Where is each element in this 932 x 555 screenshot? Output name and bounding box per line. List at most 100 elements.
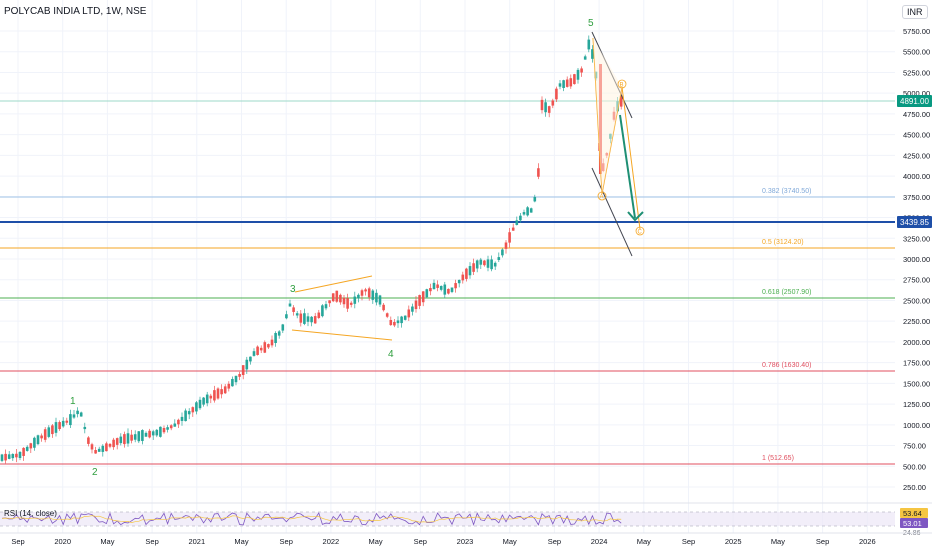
candle-body: [411, 306, 414, 312]
candle-body: [216, 388, 220, 399]
candle-body: [547, 106, 551, 113]
candle-body: [173, 423, 177, 427]
time-tick-label: 2026: [859, 537, 876, 546]
candle-body: [213, 390, 216, 401]
currency-button[interactable]: INR: [902, 5, 928, 19]
candle-body: [335, 290, 339, 302]
candle-body: [54, 422, 58, 433]
triangle-upper-line[interactable]: [294, 275, 373, 293]
candle-body: [508, 232, 511, 243]
candle-body: [580, 68, 583, 73]
abc-marker-b: [617, 79, 627, 89]
chart-drawings[interactable]: 1 2 3 4 5 A B C: [70, 18, 645, 478]
candle-body: [576, 69, 580, 80]
price-tick-label: 1000.00: [903, 421, 930, 430]
candle-body: [378, 295, 382, 305]
abc-label-b: B: [620, 83, 624, 89]
candle-body: [123, 434, 126, 445]
candle-body: [382, 304, 385, 311]
candle-body: [90, 444, 94, 450]
candle-body: [526, 207, 529, 216]
price-tick-label: 750.00: [903, 442, 926, 451]
time-axis[interactable]: Sep 2020 May Sep 2021 May Sep 2022 May Sep 2023 May…: [11, 537, 875, 546]
rsi-badges: 53.64 53.01 24.86: [900, 508, 928, 537]
candle-body: [285, 314, 288, 319]
price-tick-label: 1750.00: [903, 359, 930, 368]
channel-lower-line[interactable]: [591, 167, 633, 257]
candle-body: [306, 316, 310, 322]
candle-body: [555, 88, 558, 100]
price-tick-label: 3750.00: [903, 193, 930, 202]
price-tick-label: 5750.00: [903, 27, 930, 36]
rsi-pane[interactable]: [0, 502, 932, 527]
candle-body: [439, 285, 443, 290]
candle-body: [619, 95, 623, 107]
triangle-lower-line[interactable]: [291, 329, 393, 341]
rsi-indicator-label[interactable]: RSI (14, close): [4, 509, 57, 518]
candle-body: [501, 249, 504, 256]
candle-body: [565, 79, 569, 87]
price-tick-label: 1500.00: [903, 379, 930, 388]
abc-label-a: A: [600, 195, 604, 201]
rsi-lower-value: 53.01: [903, 519, 922, 528]
candle-body: [357, 294, 360, 299]
candle-body: [245, 359, 249, 370]
candle-body: [263, 342, 267, 353]
candle-body: [342, 297, 346, 305]
candle-body: [497, 257, 501, 260]
candle-body: [591, 49, 594, 59]
wave-label-4: 4: [388, 349, 394, 360]
price-tick-label: 2000.00: [903, 338, 930, 347]
candle-body: [396, 320, 400, 324]
projection-arrow[interactable]: [619, 114, 636, 219]
candle-body: [184, 410, 187, 422]
candle-body: [522, 212, 526, 215]
candle-body: [551, 100, 555, 106]
candle-body: [465, 268, 468, 279]
candle-body: [436, 284, 439, 288]
candle-body: [317, 312, 321, 318]
price-tick-label: 5000.00: [903, 89, 930, 98]
candle-body: [483, 260, 486, 266]
chart-grid: [0, 0, 895, 533]
candle-body: [418, 295, 421, 306]
price-tick-label: 500.00: [903, 462, 926, 471]
candle-body: [511, 227, 515, 231]
time-tick-label: May: [771, 537, 785, 546]
candle-body: [101, 445, 105, 452]
candle-body: [108, 443, 112, 447]
time-tick-label: May: [503, 537, 517, 546]
candle-body: [191, 407, 195, 413]
time-tick-label: May: [637, 537, 651, 546]
price-tick-label: 1250.00: [903, 400, 930, 409]
candle-body: [573, 74, 576, 85]
price-tick-label: 4750.00: [903, 110, 930, 119]
fib-label-05: 0.5 (3124.20): [762, 239, 804, 246]
price-tick-label: 5250.00: [903, 68, 930, 77]
candle-body: [407, 309, 411, 318]
price-axis[interactable]: 5750.00 5500.00 5250.00 5000.00 4750.00 4500.…: [903, 27, 930, 492]
price-tick-label: 5500.00: [903, 48, 930, 57]
candle-body: [479, 259, 483, 265]
candle-body: [310, 316, 313, 323]
candlestick-series[interactable]: [0, 35, 623, 464]
time-tick-label: May: [369, 537, 383, 546]
symbol-title[interactable]: POLYCAB INDIA LTD, 1W, NSE: [4, 6, 147, 17]
candle-body: [231, 378, 234, 387]
candle-body: [43, 429, 47, 440]
candle-body: [7, 454, 11, 459]
candle-body: [195, 402, 198, 412]
candle-body: [529, 208, 533, 213]
time-tick-label: 2020: [54, 537, 71, 546]
candle-body: [198, 399, 202, 409]
time-tick-label: 2022: [323, 537, 340, 546]
candle-body: [33, 437, 36, 448]
wave-label-2: 2: [92, 467, 98, 478]
candle-body: [202, 397, 205, 405]
candle-body: [558, 83, 562, 87]
candle-body: [486, 259, 490, 268]
candle-body: [15, 453, 18, 458]
candle-body: [177, 419, 180, 425]
